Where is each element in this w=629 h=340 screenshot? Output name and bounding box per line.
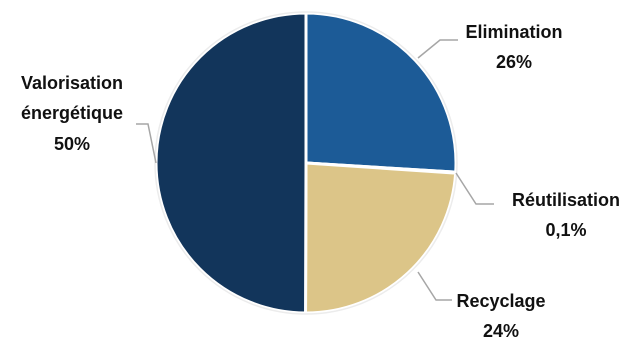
label-elimination-value: 26% [496,52,532,72]
pie-outline [154,11,458,315]
label-valorisation-name-line2: énergétique [21,103,123,123]
leader-line-elimination [417,39,458,59]
leader-line-valorisation [136,123,157,164]
pie-slice-valorisation-energetique [154,11,308,315]
label-elimination-name: Elimination [465,22,562,42]
leader-lines [136,39,494,301]
pie-slice-elimination [304,11,458,174]
leader-line-reutilisation [455,172,494,205]
pie-slice-recyclage [304,161,458,315]
label-recyclage-name: Recyclage [456,291,545,311]
pie-slices [154,11,458,315]
label-recyclage-value: 24% [483,321,519,340]
label-valorisation-name-line1: Valorisation [21,73,123,93]
leader-line-recyclage [417,271,452,301]
slice-labels: Elimination 26% Réutilisation 0,1% Recyc… [21,22,620,340]
label-reutilisation-value: 0,1% [545,220,586,240]
label-reutilisation-name: Réutilisation [512,190,620,210]
label-valorisation-value: 50% [54,134,90,154]
